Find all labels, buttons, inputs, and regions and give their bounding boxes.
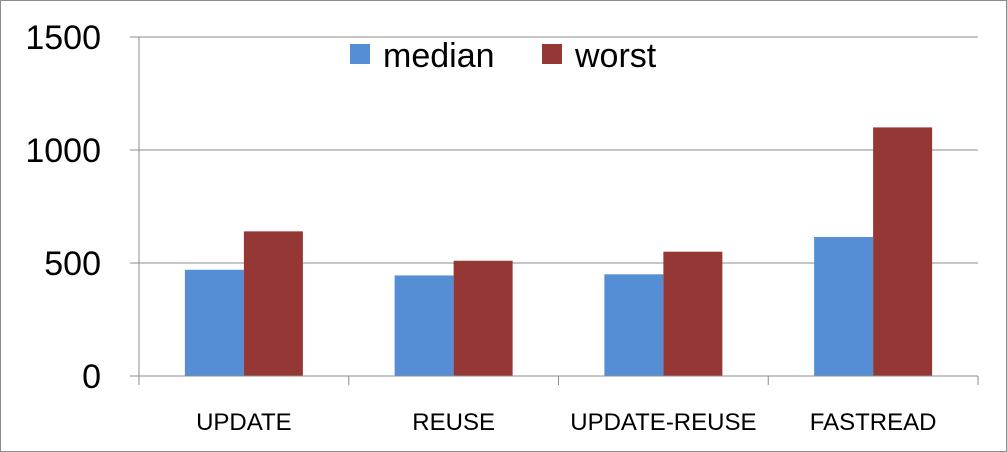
bar-median-update bbox=[184, 269, 244, 376]
legend-swatch-worst bbox=[542, 44, 562, 64]
legend-label-worst: worst bbox=[574, 37, 657, 75]
x-tick-label: FASTREAD bbox=[810, 409, 937, 436]
bar-worst-update-reuse bbox=[663, 251, 723, 376]
x-axis: UPDATE REUSE UPDATE-REUSE FASTREAD bbox=[138, 375, 979, 436]
y-tick-label: 1000 bbox=[25, 132, 101, 170]
y-axis: 0 500 1000 1500 bbox=[25, 19, 140, 396]
bar-worst-update bbox=[243, 231, 303, 376]
y-tick-label: 0 bbox=[82, 358, 101, 396]
legend-label-median: median bbox=[383, 37, 495, 75]
bar-median-fastread bbox=[814, 237, 874, 376]
legend-swatch-median bbox=[350, 44, 370, 64]
gridlines bbox=[139, 36, 978, 264]
bar-median-reuse bbox=[394, 275, 454, 376]
bar-median-update-reuse bbox=[604, 274, 664, 376]
x-tick-label: UPDATE-REUSE bbox=[570, 409, 756, 436]
bar-worst-reuse bbox=[453, 260, 513, 376]
y-tick-label: 1500 bbox=[25, 19, 101, 57]
x-tick-label: REUSE bbox=[412, 409, 495, 436]
bar-worst-fastread bbox=[873, 127, 933, 377]
bars bbox=[184, 127, 933, 377]
y-tick-label: 500 bbox=[44, 245, 101, 283]
x-tick-label: UPDATE bbox=[196, 409, 292, 436]
legend: median worst bbox=[350, 37, 657, 75]
